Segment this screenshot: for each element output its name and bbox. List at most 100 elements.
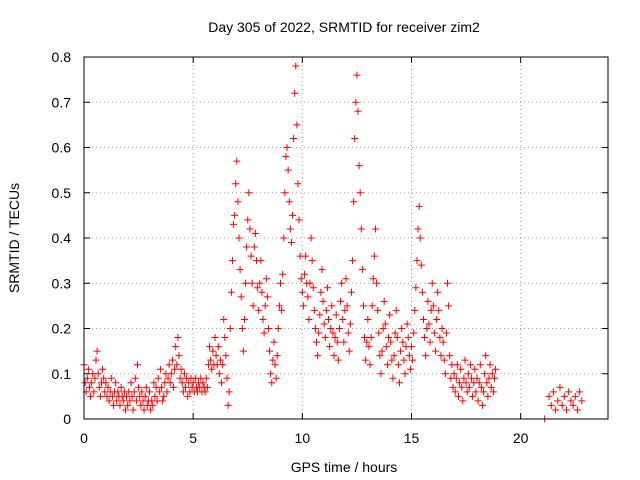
y-tick-label: 0.6 <box>52 140 72 156</box>
data-point <box>322 306 330 314</box>
data-point <box>320 320 328 328</box>
data-point <box>331 334 339 342</box>
data-point <box>475 379 483 387</box>
data-point <box>156 365 164 373</box>
data-point <box>387 338 395 346</box>
data-point <box>281 189 289 197</box>
data-point <box>179 388 187 396</box>
data-point <box>280 234 288 242</box>
data-point <box>124 401 132 409</box>
data-point <box>428 279 436 287</box>
data-point <box>354 107 362 115</box>
data-point <box>282 153 290 161</box>
data-point <box>274 325 282 332</box>
data-point <box>133 361 141 369</box>
data-point <box>304 293 312 301</box>
data-point <box>160 392 168 400</box>
data-point <box>450 370 458 378</box>
data-point <box>397 347 405 355</box>
data-point <box>211 334 219 342</box>
data-point <box>147 406 155 414</box>
data-point <box>127 379 135 387</box>
data-point <box>427 306 435 314</box>
data-point <box>112 379 120 387</box>
data-point <box>307 234 315 242</box>
data-point <box>330 352 338 360</box>
data-point <box>430 329 438 337</box>
data-point <box>208 365 216 373</box>
data-point <box>440 356 448 364</box>
data-point <box>267 370 275 378</box>
data-point <box>184 392 192 400</box>
x-axis-label: GPS time / hours <box>291 459 398 475</box>
data-point <box>416 234 424 242</box>
data-point <box>164 374 172 382</box>
data-point <box>292 62 300 70</box>
y-tick-label: 0.7 <box>52 94 72 110</box>
data-point <box>85 383 93 391</box>
data-point <box>325 315 333 323</box>
data-point <box>337 297 345 305</box>
data-point <box>251 229 259 237</box>
data-point <box>297 275 305 283</box>
data-point <box>174 334 182 342</box>
data-point <box>482 352 490 360</box>
data-point <box>353 71 361 79</box>
data-point <box>328 302 336 310</box>
data-point <box>149 401 157 409</box>
data-point <box>109 401 117 409</box>
data-point <box>233 157 241 165</box>
data-point <box>423 325 431 332</box>
data-point <box>277 279 284 287</box>
data-point <box>388 356 396 364</box>
data-point <box>138 388 146 396</box>
y-tick-label: 0.8 <box>52 49 72 65</box>
data-point <box>278 306 286 314</box>
data-point <box>403 320 411 328</box>
data-point <box>560 392 568 400</box>
data-point <box>237 293 245 301</box>
data-point <box>172 343 180 351</box>
data-point <box>438 325 446 332</box>
data-point <box>408 343 415 351</box>
data-point <box>240 315 248 323</box>
data-point <box>569 401 577 409</box>
data-point <box>338 279 346 287</box>
data-point <box>483 379 491 387</box>
data-point <box>368 302 376 310</box>
data-point <box>378 347 386 355</box>
data-point <box>207 356 215 364</box>
data-point <box>298 288 306 296</box>
data-point <box>357 225 365 233</box>
data-point <box>565 388 573 396</box>
data-point <box>444 279 452 287</box>
data-point <box>342 275 350 283</box>
data-point <box>393 334 401 342</box>
data-point <box>436 334 444 342</box>
data-point <box>209 347 217 355</box>
data-point <box>232 180 240 188</box>
data-point <box>346 320 354 328</box>
y-tick-label: 0.5 <box>52 185 72 201</box>
data-point <box>131 374 139 382</box>
data-point <box>236 266 244 274</box>
data-point <box>391 329 399 337</box>
data-point <box>234 198 242 206</box>
x-axis: 0 5 10 15 20 <box>80 57 529 446</box>
data-point <box>246 225 254 233</box>
data-point <box>141 392 149 400</box>
x-tick-label: 0 <box>80 430 88 446</box>
data-point <box>313 338 321 346</box>
data-point <box>137 401 145 409</box>
data-point <box>256 279 264 287</box>
data-point <box>218 379 226 387</box>
data-point <box>452 374 460 382</box>
data-point <box>389 374 397 382</box>
data-point <box>140 406 148 414</box>
data-point <box>345 347 353 355</box>
data-point <box>361 334 369 342</box>
data-point <box>223 374 231 382</box>
data-point <box>159 397 167 405</box>
data-point <box>323 284 331 292</box>
data-point <box>422 352 430 360</box>
